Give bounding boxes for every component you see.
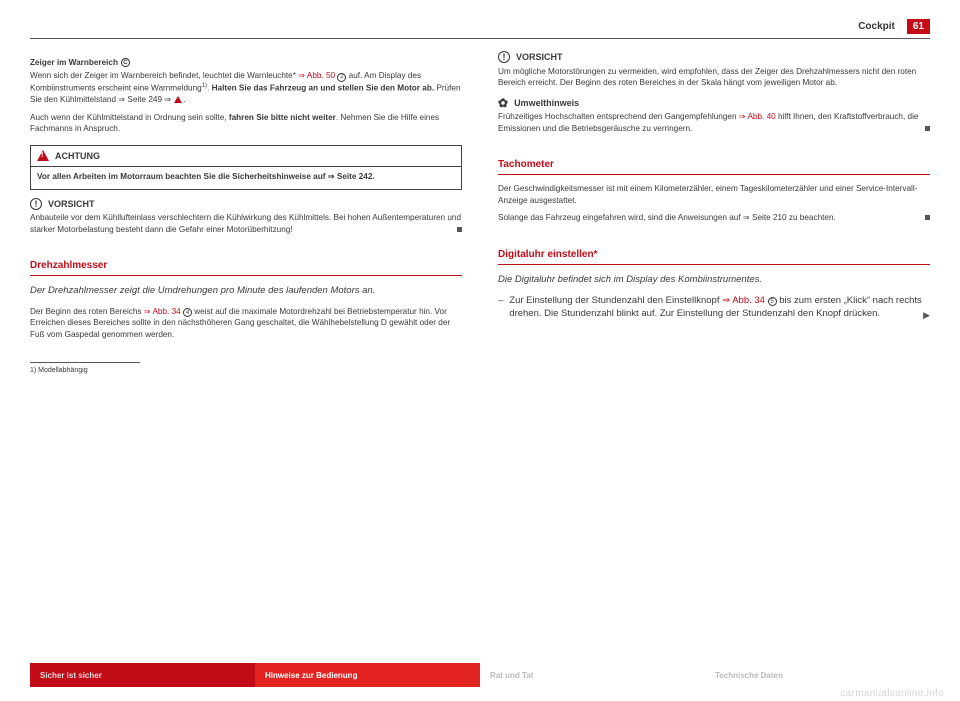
bullet-text: Zur Einstellung der Stundenzahl den Eins… [509, 294, 930, 322]
vorsicht2-title: VORSICHT [516, 51, 563, 64]
ref-abb34: ⇒ Abb. 34 [144, 307, 181, 316]
ref-abb40: ⇒ Abb. 40 [739, 112, 776, 121]
warning-triangle-icon [37, 150, 49, 161]
digitaluhr-step: – Zur Einstellung der Stundenzahl den Ei… [498, 294, 930, 322]
vorsicht2-body: Um mögliche Motorstörungen zu vermeiden,… [498, 66, 930, 89]
section-drehzahl: Drehzahlmesser [30, 259, 462, 276]
section-end-icon [457, 227, 462, 232]
tab-rat[interactable]: Rat und Tat [480, 663, 705, 687]
vorsicht-body: Anbauteile vor dem Kühllufteinlass versc… [30, 212, 462, 235]
tab-sicher[interactable]: Sicher ist sicher [30, 663, 255, 687]
flower-icon: ✿ [498, 97, 508, 109]
watermark: carmanualsonline.info [840, 688, 944, 699]
achtung-box: ACHTUNG Vor allen Arbeiten im Motorraum … [30, 145, 462, 190]
bullet-dash-icon: – [498, 294, 503, 322]
umwelt-title: Umwelthinweis [514, 97, 579, 110]
circle-4-icon: 4 [183, 308, 192, 317]
ref-abb34b: ⇒ Abb. 34 [722, 295, 765, 306]
columns: Zeiger im Warnbereich C Wenn sich der Ze… [30, 39, 930, 376]
page-header: Cockpit 61 [858, 19, 930, 34]
footer-tabs: Sicher ist sicher Hinweise zur Bedienung… [30, 663, 930, 687]
content-area: Cockpit 61 Zeiger im Warnbereich C Wenn … [30, 38, 930, 641]
circle-c-icon: C [121, 58, 130, 67]
page: Cockpit 61 Zeiger im Warnbereich C Wenn … [0, 0, 960, 701]
footnote: 1) Modellabhängig [30, 366, 462, 376]
umwelt-header: ✿ Umwelthinweis [498, 97, 930, 110]
achtung-title: ACHTUNG [55, 150, 100, 163]
caution-icon: ! [30, 198, 42, 210]
paragraph-warn: Wenn sich der Zeiger im Warnbereich befi… [30, 70, 462, 105]
paragraph-fahren: Auch wenn der Kühlmittelstand in Ordnung… [30, 112, 462, 135]
tab-hinweise[interactable]: Hinweise zur Bedienung [255, 663, 480, 687]
vorsicht-header: ! VORSICHT [30, 198, 462, 211]
drehzahl-lead: Der Drehzahlmesser zeigt die Umdrehungen… [30, 284, 462, 297]
umwelt-body: Frühzeitiges Hochschalten entsprechend d… [498, 111, 930, 134]
left-column: Zeiger im Warnbereich C Wenn sich der Ze… [30, 49, 462, 376]
tab-technische[interactable]: Technische Daten [705, 663, 930, 687]
subhead-warnbereich: Zeiger im Warnbereich C [30, 57, 462, 68]
footnote-rule [30, 362, 140, 363]
page-number: 61 [907, 19, 930, 34]
right-column: ! VORSICHT Um mögliche Motorstörungen zu… [498, 49, 930, 376]
subhead-text: Zeiger im Warnbereich [30, 57, 118, 68]
section-end-icon [925, 126, 930, 131]
section-end-icon [925, 215, 930, 220]
digitaluhr-lead: Die Digitaluhr befindet sich im Display … [498, 273, 930, 286]
section-tachometer: Tachometer [498, 158, 930, 175]
tacho-p2: Solange das Fahrzeug eingefahren wird, s… [498, 212, 930, 223]
continue-arrow-icon: ▶ [923, 309, 930, 322]
tacho-p1: Der Geschwindigkeitsmesser ist mit einem… [498, 183, 930, 206]
chapter-title: Cockpit [858, 21, 895, 32]
achtung-header: ACHTUNG [31, 146, 461, 168]
warning-triangle-icon [174, 96, 182, 103]
section-digitaluhr: Digitaluhr einstellen* [498, 248, 930, 265]
drehzahl-body: Der Beginn des roten Bereichs ⇒ Abb. 34 … [30, 306, 462, 340]
caution-icon: ! [498, 51, 510, 63]
circle-5-icon: 5 [768, 297, 777, 306]
ref-abb50: ⇒ Abb. 50 [298, 71, 335, 80]
vorsicht2-header: ! VORSICHT [498, 51, 930, 64]
vorsicht-title: VORSICHT [48, 198, 95, 211]
achtung-body: Vor allen Arbeiten im Motorraum beachten… [31, 167, 461, 188]
